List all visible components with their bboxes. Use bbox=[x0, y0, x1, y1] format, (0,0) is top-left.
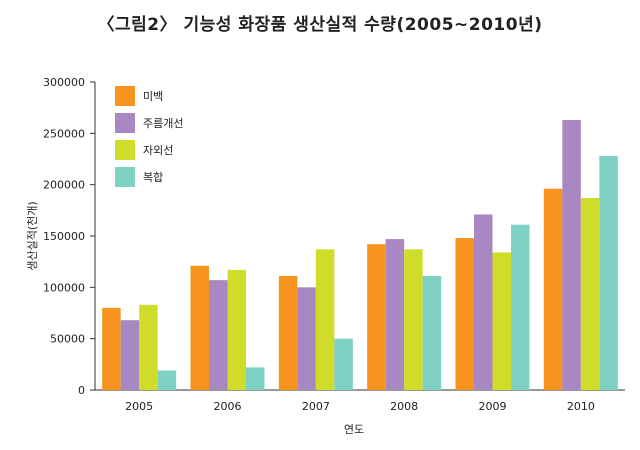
bar bbox=[120, 320, 140, 390]
bar bbox=[580, 198, 600, 390]
y-tick-label: 0 bbox=[78, 384, 85, 397]
legend-swatch bbox=[115, 140, 135, 160]
bar bbox=[246, 367, 265, 390]
x-tick-label: 2009 bbox=[479, 400, 507, 413]
y-axis-label: 생산실적(천개) bbox=[25, 201, 39, 270]
y-tick-label: 200000 bbox=[43, 179, 85, 192]
bar bbox=[278, 276, 298, 390]
bar bbox=[190, 265, 209, 390]
legend-label: 복합 bbox=[143, 171, 163, 184]
bar bbox=[492, 252, 511, 390]
x-tick-label: 2006 bbox=[214, 400, 242, 413]
bar bbox=[315, 249, 335, 390]
y-tick-label: 100000 bbox=[43, 281, 85, 294]
legend-swatch bbox=[115, 86, 135, 106]
bar bbox=[422, 276, 442, 390]
bar bbox=[297, 287, 316, 390]
bar bbox=[139, 304, 158, 390]
x-tick-label: 2007 bbox=[302, 400, 330, 413]
legend-swatch bbox=[115, 167, 135, 187]
bar bbox=[474, 214, 493, 390]
x-tick-label: 2008 bbox=[390, 400, 418, 413]
bar bbox=[227, 269, 246, 390]
x-axis-label: 연도 bbox=[344, 423, 364, 436]
legend-label: 주름개선 bbox=[143, 117, 183, 130]
y-tick-label: 300000 bbox=[43, 76, 85, 89]
bar bbox=[543, 188, 563, 390]
legend-label: 미백 bbox=[143, 90, 163, 103]
legend-label: 자외선 bbox=[143, 144, 173, 157]
y-tick-label: 50000 bbox=[50, 333, 85, 346]
y-tick-label: 250000 bbox=[43, 127, 85, 140]
x-tick-label: 2005 bbox=[125, 400, 153, 413]
bar bbox=[599, 155, 618, 390]
x-tick-label: 2010 bbox=[567, 400, 595, 413]
bar bbox=[385, 239, 405, 390]
bar bbox=[367, 244, 386, 390]
bar bbox=[157, 370, 177, 390]
bar bbox=[209, 280, 228, 390]
y-tick-label: 150000 bbox=[43, 230, 85, 243]
legend-swatch bbox=[115, 113, 135, 133]
bar bbox=[562, 119, 581, 390]
bar bbox=[511, 224, 530, 390]
chart-title: 〈그림2〉 기능성 화장품 생산실적 수량(2005~2010년) bbox=[97, 15, 543, 35]
bar bbox=[404, 249, 423, 390]
bar bbox=[334, 338, 353, 390]
bar bbox=[455, 238, 474, 390]
bar bbox=[102, 307, 121, 390]
